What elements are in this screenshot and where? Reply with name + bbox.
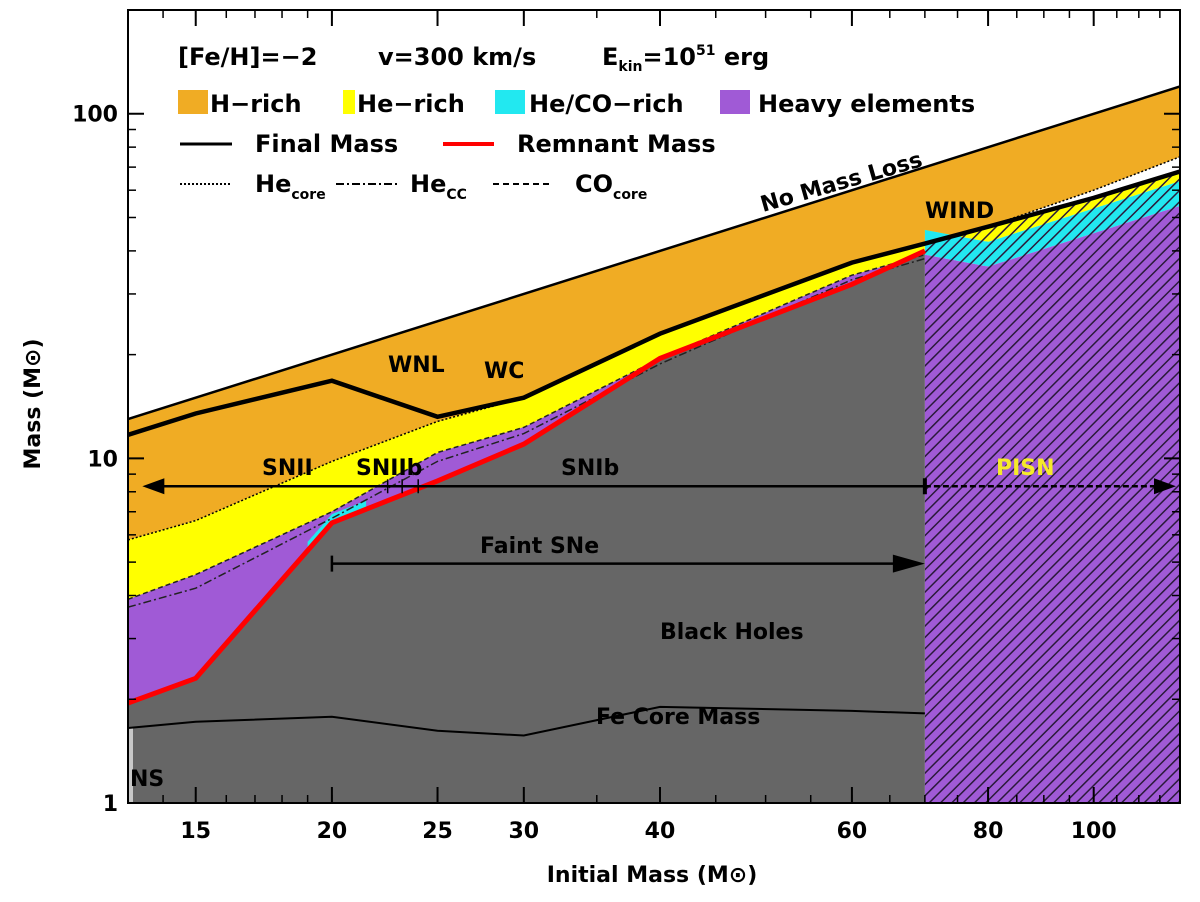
- legend-he-core-sub: core: [291, 187, 325, 203]
- legend-label-remnant-mass: Remnant Mass: [517, 130, 716, 158]
- sn-type-arrows: [142, 478, 1176, 573]
- label-sniib: SNIIb: [356, 456, 422, 481]
- legend-label-he-rich: He−rich: [357, 90, 465, 118]
- header-ekin-exp: 51: [696, 43, 715, 59]
- tick-labels: 15 20 25 30 40 60 80 100 1 10 100: [72, 103, 1117, 844]
- label-pisn: PISN: [996, 456, 1055, 481]
- faint-arrow-head: [892, 554, 925, 573]
- label-snii: SNII: [262, 456, 313, 481]
- curve-lines: [128, 85, 1180, 737]
- legend-label-co-core: COcore: [575, 170, 647, 203]
- legend-label-heco-rich: He/CO−rich: [529, 90, 684, 118]
- area-fills: [128, 86, 1180, 803]
- legend-co-core-sub: core: [613, 187, 647, 203]
- header-ekin-sub: kin: [618, 59, 642, 75]
- x-tick-label: 40: [645, 819, 676, 844]
- x-tick-label: 20: [317, 819, 348, 844]
- header-ekin-prefix: E: [602, 43, 618, 71]
- y-tick-label: 100: [72, 103, 118, 128]
- legend-he-cc-main: He: [410, 170, 446, 198]
- label-wnl: WNL: [388, 353, 445, 378]
- line-he-cc: [128, 257, 926, 608]
- y-tick-label: 10: [87, 447, 118, 472]
- fill-ns-strip: [128, 728, 133, 803]
- legend-label-h-rich: H−rich: [210, 90, 302, 118]
- legend-he-core-main: He: [255, 170, 291, 198]
- line-no-mass-loss: [128, 85, 1180, 421]
- label-wind: WIND: [925, 199, 994, 224]
- header-feh: [Fe/H]=−2: [178, 43, 317, 71]
- legend-he-cc-sub: CC: [446, 187, 467, 203]
- legend-label-he-core: Hecore: [255, 170, 326, 203]
- line-final-mass: [128, 169, 1180, 438]
- x-tick-label: 80: [973, 819, 1004, 844]
- line-fe-core-mass: [128, 705, 925, 737]
- fill-black-holes: [128, 250, 925, 803]
- label-faint-sne: Faint SNe: [480, 534, 599, 559]
- label-ns: NS: [130, 767, 164, 792]
- label-black-holes: Black Holes: [660, 620, 804, 645]
- x-tick-label: 60: [837, 819, 868, 844]
- x-axis-label: Initial Mass (M⊙): [547, 863, 758, 888]
- sn-arrow-left-head: [142, 478, 165, 495]
- line-co-core: [128, 253, 926, 601]
- label-wc: WC: [484, 359, 524, 384]
- header-ekin: Ekin=1051 erg: [602, 43, 769, 75]
- x-tick-label: 25: [422, 819, 453, 844]
- legend-label-final-mass: Final Mass: [255, 130, 398, 158]
- fill-h-rich: [128, 86, 1180, 540]
- header-ekin-eq: =10: [642, 43, 696, 71]
- plot-frame: [127, 9, 1181, 804]
- legend: [Fe/H]=−2 v=300 km/s Ekin=1051 erg H−ric…: [178, 43, 975, 203]
- legend-co-core-main: CO: [575, 170, 613, 198]
- header-velocity: v=300 km/s: [378, 43, 536, 71]
- axes: [127, 9, 1181, 804]
- x-tick-label: 100: [1071, 819, 1117, 844]
- y-tick-label: 1: [103, 792, 118, 817]
- x-tick-label: 30: [509, 819, 540, 844]
- legend-label-heavy: Heavy elements: [758, 90, 975, 118]
- fill-heavy-elements: [128, 250, 925, 703]
- y-axis-label: Mass (M⊙): [21, 338, 46, 469]
- legend-swatch-heavy: [720, 90, 750, 114]
- fill-he-rich: [128, 243, 925, 600]
- line-remnant-mass: [128, 248, 926, 706]
- legend-label-he-cc: HeCC: [410, 170, 467, 203]
- x-tick-label: 15: [180, 819, 211, 844]
- legend-swatch-heco-rich: [495, 90, 525, 114]
- line-he-core: [128, 156, 1180, 541]
- label-fe-core-mass: Fe Core Mass: [596, 705, 760, 730]
- header-ekin-unit: erg: [715, 43, 769, 71]
- pisn-arrow-head: [1154, 478, 1176, 495]
- legend-swatch-h-rich: [178, 90, 208, 114]
- legend-swatch-he-rich: [343, 90, 355, 114]
- label-snib: SNIb: [561, 456, 619, 481]
